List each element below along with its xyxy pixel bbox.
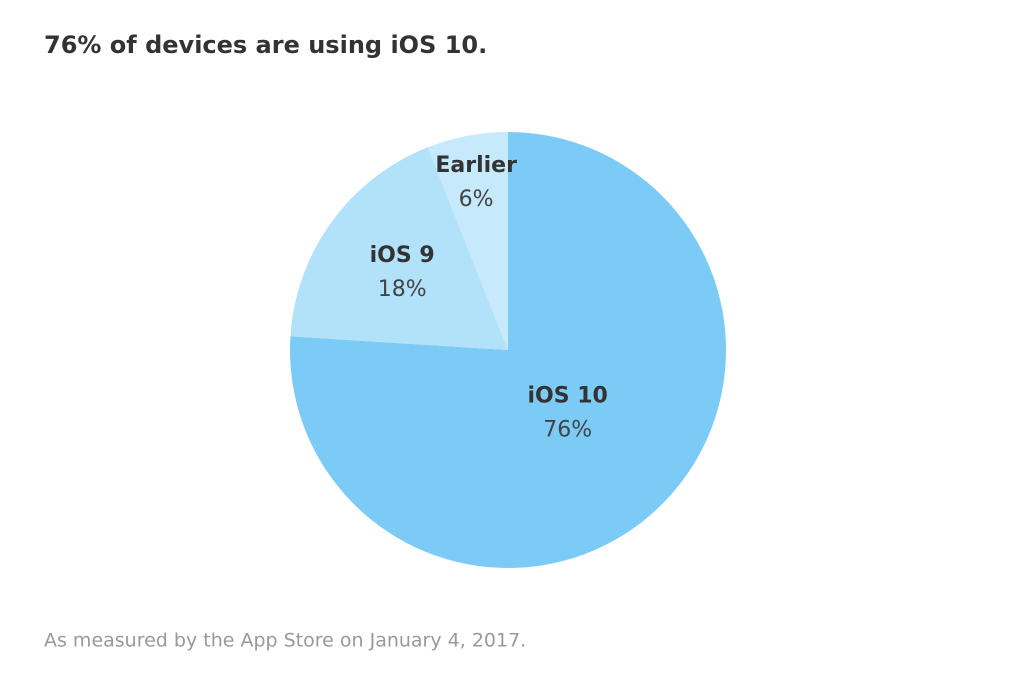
slice-label: iOS 10 (528, 384, 608, 409)
pie-slice (427, 132, 508, 350)
pie-slice (290, 147, 508, 350)
slice-label: iOS 9 (370, 243, 435, 268)
footnote: As measured by the App Store on January … (44, 630, 526, 652)
slice-value-label: 18% (378, 277, 427, 302)
slice-value-label: 6% (459, 187, 494, 212)
chart-title: 76% of devices are using iOS 10. (44, 31, 487, 59)
slice-value-label: 76% (543, 418, 592, 443)
slice-label: Earlier (435, 153, 517, 178)
pie: iOS 10 76% iOS 9 18% Earlier 6% (289, 132, 726, 568)
